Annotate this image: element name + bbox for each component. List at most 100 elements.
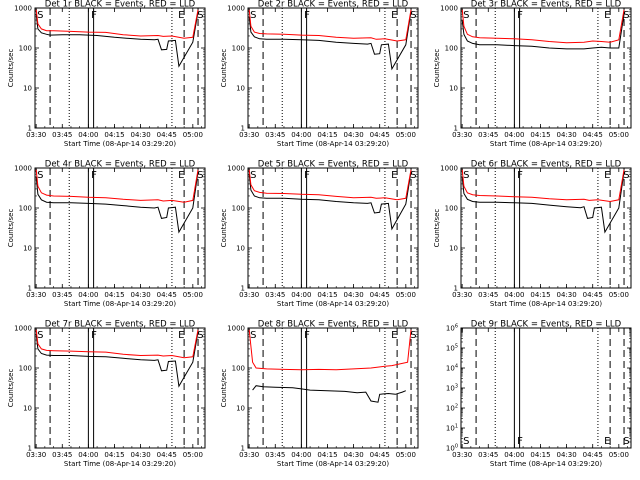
chart-5-ytick-label: 10 <box>236 245 245 253</box>
chart-9-xtick-label: 04:30 <box>557 451 577 459</box>
chart-8-marker-s: S <box>410 330 416 341</box>
chart-4-ytick-label: 1000 <box>14 165 32 173</box>
chart-3-xtick-label: 04:15 <box>530 131 550 139</box>
chart-1-marker-f: F <box>91 10 97 21</box>
chart-4-xtick-label: 04:15 <box>104 291 124 299</box>
chart-7-xtick-label: 04:45 <box>157 451 177 459</box>
chart-6-ytick-label: 10 <box>449 245 458 253</box>
chart-9-frame <box>460 327 632 449</box>
chart-9-marker-s: S <box>623 436 629 447</box>
chart-6-xtick-label: 04:00 <box>504 291 524 299</box>
chart-3-frame <box>460 7 632 129</box>
chart-9-ytick-label: 100 <box>446 444 458 453</box>
chart-5-xtick-label: 03:30 <box>239 291 259 299</box>
chart-2-series-lld <box>248 9 412 42</box>
chart-1-ytick-label: 100 <box>19 45 32 53</box>
chart-8-xtick-label: 03:30 <box>239 451 259 459</box>
chart-3-ytick-label: 100 <box>445 45 458 53</box>
chart-6-marker-f: F <box>517 170 523 181</box>
chart-8-xlabel: Start Time (08-Apr-14 03:29:20) <box>277 460 389 468</box>
chart-4-xtick-label: 05:00 <box>183 291 203 299</box>
chart-1-ylabel: Counts/sec <box>7 49 15 88</box>
chart-9-ytick-label: 104 <box>446 364 458 373</box>
chart-5-xtick-label: 05:00 <box>396 291 416 299</box>
chart-8-xtick-label: 03:45 <box>265 451 285 459</box>
chart-2-xtick-label: 03:30 <box>239 131 259 139</box>
chart-3-ylabel: Counts/sec <box>433 49 441 88</box>
chart-9: Det 9r BLACK = Events, RED = LLD 100 101 10… <box>446 320 632 468</box>
chart-5-xtick-label: 04:00 <box>291 291 311 299</box>
chart-4-marker-s: S <box>37 170 43 181</box>
chart-9-marker-e: E <box>604 436 610 447</box>
chart-2-ytick-label: 1 <box>241 125 245 133</box>
chart-1-ytick-label: 1 <box>28 125 32 133</box>
chart-2-ytick-label: 1000 <box>227 5 245 13</box>
chart-3-ytick-label: 10 <box>449 85 458 93</box>
chart-1-xtick-label: 04:45 <box>157 131 177 139</box>
chart-3-xlabel: Start Time (08-Apr-14 03:29:20) <box>490 140 602 148</box>
chart-8-xtick-label: 05:00 <box>396 451 416 459</box>
chart-8-xtick-label: 04:45 <box>370 451 390 459</box>
chart-8-ytick-label: 1 <box>241 445 245 453</box>
chart-6-frame <box>460 167 632 289</box>
chart-7-marker-e: E <box>178 330 184 341</box>
chart-7-series-lld <box>35 329 199 359</box>
chart-1-ytick-label: 10 <box>23 85 32 93</box>
chart-7-xlabel: Start Time (08-Apr-14 03:29:20) <box>64 460 176 468</box>
chart-9-title: Det 9r BLACK = Events, RED = LLD <box>471 320 622 330</box>
chart-4-title: Det 4r BLACK = Events, RED = LLD <box>45 160 196 170</box>
chart-6-xtick-label: 05:00 <box>609 291 629 299</box>
chart-9-ytick-label: 101 <box>446 424 458 433</box>
chart-6-ytick-label: 100 <box>445 205 458 213</box>
chart-2-xtick-label: 03:45 <box>265 131 285 139</box>
chart-1-title: Det 1r BLACK = Events, RED = LLD <box>45 0 196 10</box>
chart-2-marker-s: S <box>410 10 416 21</box>
chart-5: Det 5r BLACK = Events, RED = LLD 1 10 100 10… <box>220 160 419 308</box>
chart-3-marker-f: F <box>517 10 523 21</box>
chart-2-xtick-label: 04:45 <box>370 131 390 139</box>
chart-6-xtick-label: 04:45 <box>583 291 603 299</box>
chart-2-ytick-label: 10 <box>236 85 245 93</box>
chart-1-xtick-label: 04:15 <box>104 131 124 139</box>
chart-5-ytick-label: 1000 <box>227 165 245 173</box>
chart-3-xtick-label: 04:00 <box>504 131 524 139</box>
chart-1-ytick-label: 1000 <box>14 5 32 13</box>
chart-5-xtick-label: 04:30 <box>344 291 364 299</box>
chart-3-xtick-label: 03:30 <box>452 131 472 139</box>
chart-9-marker-f: F <box>517 436 523 447</box>
chart-1-marker-s: S <box>197 10 203 21</box>
chart-4-frame <box>34 167 206 289</box>
chart-5-xtick-label: 03:45 <box>265 291 285 299</box>
chart-4-series-events <box>35 171 199 234</box>
chart-9-xtick-label: 04:00 <box>504 451 524 459</box>
chart-1-xtick-label: 04:30 <box>131 131 151 139</box>
chart-8-xtick-label: 04:15 <box>317 451 337 459</box>
chart-3-series-lld <box>461 9 625 44</box>
chart-6-series-events <box>461 171 625 234</box>
chart-6-xtick-label: 04:30 <box>557 291 577 299</box>
chart-7-title: Det 7r BLACK = Events, RED = LLD <box>45 320 196 330</box>
chart-2-marker-f: F <box>304 10 310 21</box>
chart-8-ytick-label: 10 <box>236 405 245 413</box>
chart-6: Det 6r BLACK = Events, RED = LLD 1 10 100 10… <box>433 160 632 308</box>
chart-7-ytick-label: 10 <box>23 405 32 413</box>
chart-8: Det 8r BLACK = Events, RED = LLD 1 10 100 10… <box>220 320 419 468</box>
chart-9-xtick-label: 04:15 <box>530 451 550 459</box>
chart-2-marker-e: E <box>391 10 397 21</box>
chart-9-marker-s: S <box>463 436 469 447</box>
chart-2-marker-s: S <box>250 10 256 21</box>
chart-4-xtick-label: 03:45 <box>52 291 72 299</box>
chart-2-xlabel: Start Time (08-Apr-14 03:29:20) <box>277 140 389 148</box>
chart-7-marker-s: S <box>37 330 43 341</box>
chart-4-xtick-label: 04:30 <box>131 291 151 299</box>
chart-1-frame <box>34 7 206 129</box>
chart-3-marker-s: S <box>463 10 469 21</box>
chart-3-ytick-label: 1 <box>454 125 458 133</box>
chart-4-ytick-label: 1 <box>28 285 32 293</box>
chart-4-xtick-label: 04:45 <box>157 291 177 299</box>
chart-3-ytick-label: 1000 <box>440 5 458 13</box>
chart-2-ytick-label: 100 <box>232 45 245 53</box>
chart-7: Det 7r BLACK = Events, RED = LLD 1 10 100 10… <box>7 320 206 468</box>
chart-7-xtick-label: 04:15 <box>104 451 124 459</box>
chart-5-series-events <box>248 171 412 231</box>
